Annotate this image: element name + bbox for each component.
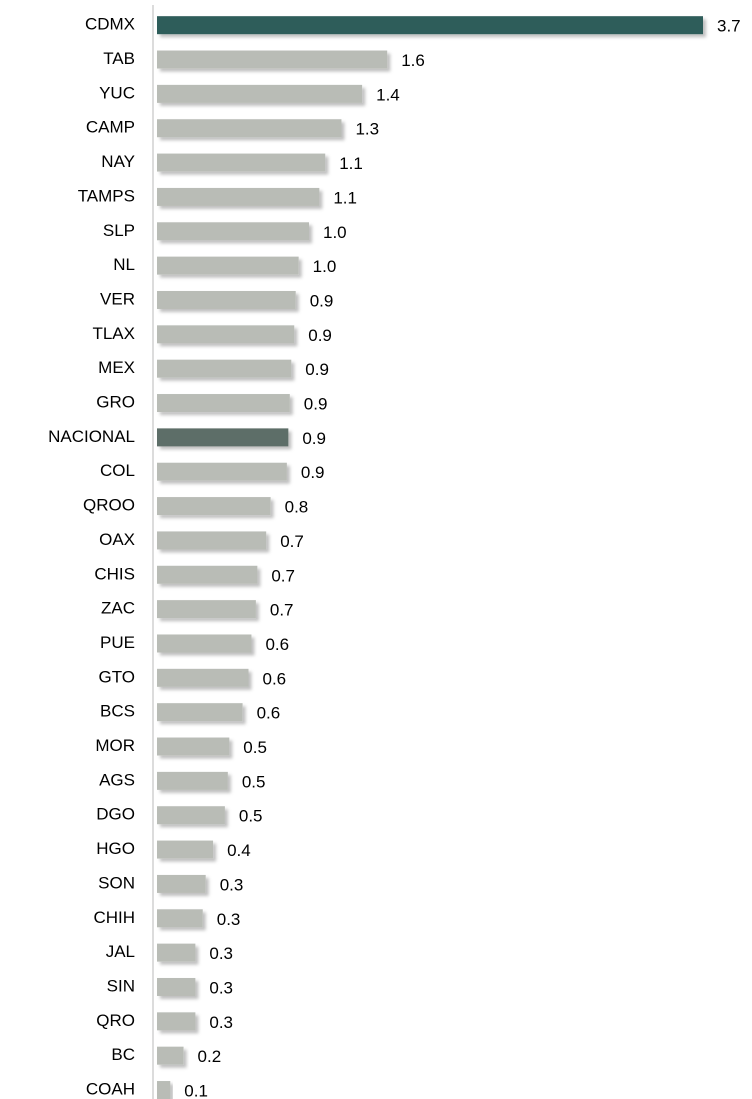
category-label: YUC <box>99 83 135 102</box>
value-label: 0.9 <box>308 326 332 345</box>
bar <box>157 634 252 653</box>
category-label: CHIS <box>94 564 135 583</box>
bar <box>157 874 206 893</box>
bar <box>157 50 388 69</box>
value-label: 0.6 <box>265 635 289 654</box>
bar <box>157 840 214 859</box>
category-label: QRO <box>96 1011 135 1030</box>
value-label: 0.9 <box>302 429 326 448</box>
category-label: BC <box>111 1045 135 1064</box>
value-label: 0.5 <box>243 738 267 757</box>
bar <box>157 531 267 550</box>
category-label: CHIH <box>93 908 135 927</box>
value-label: 0.3 <box>209 944 233 963</box>
value-label: 0.9 <box>305 360 329 379</box>
value-label: 0.1 <box>184 1082 208 1099</box>
category-label: CAMP <box>86 118 135 137</box>
category-label: AGS <box>99 770 135 789</box>
bar <box>157 977 196 996</box>
bar <box>157 1046 184 1065</box>
category-label: PUE <box>100 633 135 652</box>
value-label: 1.1 <box>333 188 357 207</box>
value-label: 1.6 <box>401 51 425 70</box>
bar <box>157 497 271 516</box>
value-label: 1.1 <box>339 154 363 173</box>
bar <box>157 462 287 481</box>
bar <box>157 16 703 35</box>
bar <box>157 428 289 447</box>
category-label: SON <box>98 873 135 892</box>
category-label: MOR <box>95 736 135 755</box>
bar <box>157 737 230 756</box>
bar <box>157 909 203 928</box>
category-label: NAY <box>101 152 135 171</box>
category-label: HGO <box>96 839 135 858</box>
value-label: 3.7 <box>717 17 741 36</box>
bar <box>157 222 309 241</box>
category-label: BCS <box>100 702 135 721</box>
value-label: 0.4 <box>227 841 251 860</box>
bar <box>157 806 225 825</box>
category-label: COAH <box>86 1080 135 1099</box>
category-label: TAB <box>103 49 135 68</box>
value-label: 0.2 <box>198 1047 222 1066</box>
bar <box>157 325 295 344</box>
bar <box>157 359 292 378</box>
category-label: VER <box>100 289 135 308</box>
value-label: 0.3 <box>209 1013 233 1032</box>
value-label: 0.6 <box>262 669 286 688</box>
category-label: SIN <box>107 976 135 995</box>
bar <box>157 256 299 275</box>
value-label: 0.3 <box>217 910 241 929</box>
bar <box>157 771 228 790</box>
category-label: OAX <box>99 530 135 549</box>
bar <box>157 943 196 962</box>
value-label: 1.4 <box>376 85 400 104</box>
category-label: CDMX <box>85 15 135 34</box>
value-label: 1.0 <box>323 223 347 242</box>
category-label: QROO <box>83 496 135 515</box>
bar <box>157 703 243 722</box>
category-label: TLAX <box>92 324 135 343</box>
bar <box>157 84 363 103</box>
category-label: GTO <box>98 667 135 686</box>
value-label: 0.5 <box>242 772 266 791</box>
value-label: 0.3 <box>220 875 244 894</box>
category-label: TAMPS <box>78 186 135 205</box>
value-label: 0.7 <box>270 601 294 620</box>
bar <box>157 565 258 584</box>
bar <box>157 394 290 413</box>
value-label: 0.9 <box>301 463 325 482</box>
value-label: 0.6 <box>257 704 281 723</box>
category-label: JAL <box>106 942 135 961</box>
category-label: MEX <box>98 358 135 377</box>
value-label: 0.7 <box>280 532 304 551</box>
value-label: 1.3 <box>355 120 379 139</box>
bar <box>157 668 249 687</box>
value-label: 0.8 <box>285 498 309 517</box>
value-label: 0.7 <box>271 566 295 585</box>
value-label: 0.9 <box>310 291 334 310</box>
category-label: NACIONAL <box>48 427 135 446</box>
bar <box>157 1012 196 1031</box>
value-label: 0.5 <box>239 807 263 826</box>
category-label: ZAC <box>101 599 135 618</box>
value-label: 0.3 <box>209 978 233 997</box>
bar <box>157 119 342 138</box>
category-label: NL <box>113 255 135 274</box>
bar <box>157 187 320 206</box>
value-label: 1.0 <box>313 257 337 276</box>
category-label: SLP <box>103 221 135 240</box>
category-label: COL <box>100 461 135 480</box>
value-label: 0.9 <box>304 395 328 414</box>
bar <box>157 1081 171 1099</box>
category-label: DGO <box>96 805 135 824</box>
bar <box>157 153 326 172</box>
bar <box>157 600 256 619</box>
category-label: GRO <box>96 393 135 412</box>
bar <box>157 290 296 309</box>
